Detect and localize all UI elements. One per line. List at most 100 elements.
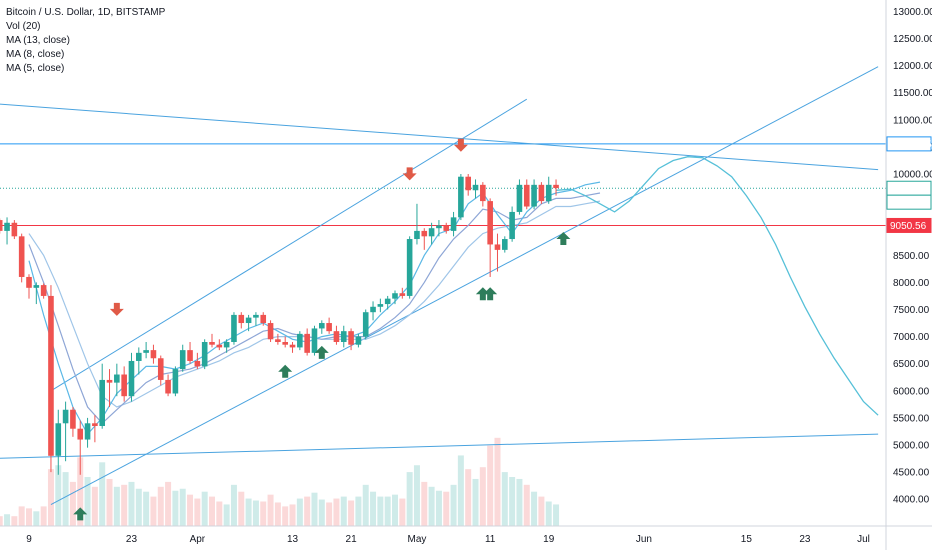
volume-bar [55,465,62,526]
candle-body [33,285,40,288]
y-tick-label: 6500.00 [893,359,930,370]
volume-bar [0,516,3,526]
volume-bar [113,486,120,526]
candle-body [55,423,62,456]
candle-body [209,342,215,345]
candle-body [275,339,281,342]
volume-bar [553,504,560,526]
legend-ma5: MA (5, close) [6,63,65,74]
candle-body [355,336,362,345]
candle-body [106,379,113,383]
y-tick-label: 13000.00 [893,7,932,18]
candle-body [436,225,442,229]
volume-bar [84,477,91,526]
candle-body [150,350,157,359]
candle-body [179,350,186,370]
candle-body [553,184,559,189]
candle-body [406,239,413,296]
price-tag-bg [886,136,932,152]
up-arrow-icon [556,232,571,246]
candle-body [333,331,340,342]
x-tick-label: 11 [485,534,496,545]
candle-body [40,285,47,296]
candle-body [0,220,3,231]
volume-bar [91,486,98,526]
candle-body [143,350,149,353]
volume-bar [384,496,391,526]
candle-body [465,176,471,191]
y-tick-label: 12500.00 [893,34,932,45]
y-tick-label: 8500.00 [893,251,930,262]
volume-bar [135,488,142,526]
volume-bar [99,462,106,526]
volume-bar [318,499,325,526]
candle-body [11,222,18,237]
candle-body [238,314,245,324]
volume-bar [370,491,377,526]
plot-area [0,66,886,526]
candle-body [362,312,369,337]
y-tick-label: 7000.00 [893,332,930,343]
candle-body [340,331,347,342]
x-tick-label: May [408,534,427,545]
volume-bar [267,494,274,526]
volume-bar [179,488,186,526]
candle-body [165,379,171,394]
volume-bar [150,496,157,526]
candle-body [392,293,398,299]
candle-body [48,295,54,456]
volume-bar [340,496,347,526]
down-arrow-icon [453,138,468,152]
candle-body [384,298,391,305]
candle-body [348,331,354,345]
legend-vol: Vol (20) [6,21,41,32]
projection-line [555,156,879,416]
candle-body [121,374,127,397]
candle-body [458,176,464,218]
volume-bar [413,465,420,526]
volume-bar [62,472,69,526]
candle-body [253,314,259,318]
candle-body [326,323,332,332]
y-tick-label: 8000.00 [893,278,930,289]
x-tick-label: Apr [190,534,206,545]
candle-body [245,317,252,324]
volume-bar [523,484,530,526]
y-tick-label: 11500.00 [893,88,932,99]
volume-bar [326,502,333,526]
trendline [50,98,528,392]
candle-body [223,342,230,348]
price-tag-label: 23:59:14 [890,198,929,209]
candle-body [260,314,267,324]
candle-body [545,184,552,202]
y-tick-label: 12000.00 [893,61,932,72]
volume-bar [406,472,413,526]
candle-body [304,333,310,353]
y-tick-label: 5500.00 [893,413,930,424]
trendline [50,66,879,506]
price-tag: 23:59:14 [886,194,932,210]
candle-body [289,344,296,348]
volume-bar [509,477,516,526]
x-tick-label: 23 [126,534,138,545]
volume-bar [11,516,18,526]
candle-body [114,374,120,383]
volume-bar [230,484,237,526]
volume-bar [40,506,47,526]
candle-body [509,211,515,240]
volume-bar [238,491,245,526]
volume-bar [333,498,340,526]
candle-body [377,304,384,307]
x-tick-label: 23 [799,534,811,545]
volume-bar [143,491,150,526]
price-tag-label: 10555.75 [890,139,932,150]
candle-body [487,201,493,245]
candle-body [4,222,10,231]
down-arrow-icon [109,302,124,316]
candle-body [516,184,523,212]
volume-bar [428,486,435,526]
volume-bar [172,490,179,526]
candle-body [531,184,537,207]
y-tick-label: 6000.00 [893,386,930,397]
